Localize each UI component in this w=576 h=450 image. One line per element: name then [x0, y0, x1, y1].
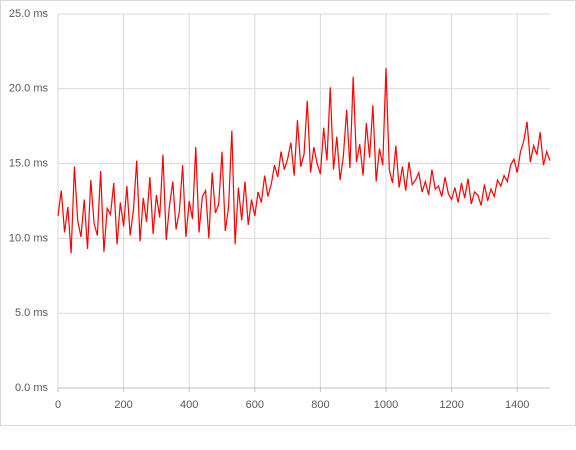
x-tick-label: 800	[311, 399, 329, 411]
x-tick-label: 1200	[439, 399, 463, 411]
data-line	[57, 67, 551, 254]
y-tick-label: 20.0 ms	[9, 83, 49, 95]
y-tick-label: 10.0 ms	[9, 232, 49, 244]
x-tick-label: 600	[246, 399, 264, 411]
x-tick-label: 1400	[505, 399, 529, 411]
x-tick-label: 1000	[374, 399, 398, 411]
y-tick-label: 25.0 ms	[9, 8, 49, 20]
y-tick-label: 15.0 ms	[9, 158, 49, 170]
x-tick-label: 400	[180, 399, 198, 411]
y-tick-label: 5.0 ms	[15, 307, 49, 319]
y-tick-label: 0.0 ms	[15, 382, 49, 394]
x-tick-label: 200	[114, 399, 132, 411]
chart-frame	[0, 0, 576, 426]
x-tick-label: 0	[55, 399, 61, 411]
